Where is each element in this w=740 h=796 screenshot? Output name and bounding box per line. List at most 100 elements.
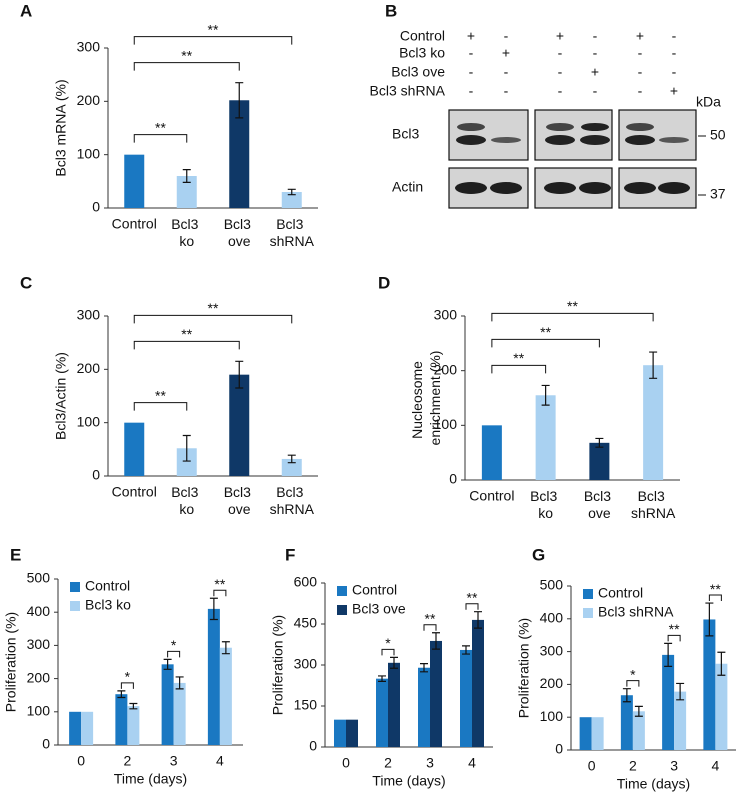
- legend-swatch: [70, 601, 80, 611]
- x-tick-label: Control: [112, 216, 157, 232]
- y-tick-label: 500: [540, 577, 564, 593]
- error-bar: [649, 351, 658, 379]
- bar: [632, 711, 645, 750]
- y-tick-label: 100: [434, 416, 458, 432]
- y-tick-label: 150: [294, 697, 318, 713]
- significance-bracket: [213, 589, 227, 597]
- significance-bracket: [133, 314, 293, 324]
- x-tick-label: 2: [629, 758, 637, 774]
- band: [580, 135, 610, 145]
- band: [658, 182, 690, 194]
- sign: -: [593, 45, 598, 61]
- x-tick-label: 3: [670, 758, 678, 774]
- significance-label: **: [214, 576, 225, 592]
- bar: [472, 619, 484, 747]
- error-bar: [129, 702, 138, 710]
- bar: [176, 176, 197, 208]
- significance-label: *: [385, 635, 391, 651]
- y-axis-label: Proliferation (%): [270, 615, 286, 715]
- significance-label: **: [181, 326, 192, 342]
- significance-label: **: [425, 610, 436, 626]
- sign: -: [469, 83, 474, 99]
- y-tick-label: 400: [27, 603, 51, 619]
- bar: [115, 694, 128, 745]
- condition-label: Bcl3 ove: [391, 64, 445, 80]
- bar: [69, 711, 82, 745]
- x-tick-label: 4: [711, 758, 719, 774]
- condition-label: Bcl3 shRNA: [370, 83, 446, 99]
- bar: [579, 717, 592, 750]
- bar: [346, 719, 358, 747]
- panel-label: G: [532, 545, 545, 564]
- bar: [176, 448, 197, 476]
- significance-label: **: [181, 47, 192, 63]
- y-tick-label: 300: [540, 642, 564, 658]
- bar: [173, 682, 186, 745]
- y-tick-label: 500: [27, 570, 51, 586]
- sign: -: [593, 83, 598, 99]
- error-bar: [634, 705, 643, 717]
- y-tick-label: 100: [540, 708, 564, 724]
- error-bar: [182, 169, 191, 183]
- y-tick-label: 100: [77, 413, 101, 429]
- legend-swatch: [583, 608, 593, 618]
- sign: -: [558, 45, 563, 61]
- error-bar: [235, 82, 244, 119]
- bar: [418, 667, 430, 747]
- y-tick-label: 400: [540, 610, 564, 626]
- significance-label: *: [125, 669, 131, 685]
- x-tick-label: 4: [216, 753, 224, 769]
- y-tick-label: 450: [294, 615, 318, 631]
- error-bar: [287, 188, 296, 196]
- x-tick-label: 2: [123, 753, 131, 769]
- x-tick-label: 3: [170, 753, 178, 769]
- y-tick-label: 200: [434, 361, 458, 377]
- significance-label: *: [630, 666, 636, 682]
- error-bar: [175, 676, 184, 690]
- blot-box: [618, 109, 697, 161]
- error-bar: [209, 597, 218, 621]
- bar: [460, 649, 472, 747]
- x-tick-label: Bcl3 ove: [224, 216, 255, 249]
- blot-box: [448, 109, 529, 161]
- band: [546, 123, 574, 131]
- sign: +: [467, 28, 475, 44]
- error-bar: [705, 602, 714, 637]
- marker-label: 37: [710, 186, 726, 202]
- band-label: Actin: [392, 179, 423, 195]
- sign: -: [558, 64, 563, 80]
- error-bar: [182, 434, 191, 462]
- significance-label: **: [467, 589, 478, 605]
- x-tick-label: Bcl3 shRNA: [631, 488, 676, 521]
- bar: [81, 711, 94, 745]
- bar: [376, 678, 388, 747]
- sign: -: [672, 45, 677, 61]
- legend-label: Bcl3 ove: [352, 601, 406, 617]
- bar: [124, 154, 145, 208]
- error-bar: [420, 663, 428, 673]
- band: [491, 137, 521, 143]
- significance-bracket: [423, 624, 437, 631]
- unit-label: kDa: [696, 94, 721, 110]
- bar: [589, 442, 610, 480]
- y-tick-label: 200: [77, 360, 101, 376]
- y-tick-label: 300: [434, 307, 458, 323]
- significance-label: **: [710, 581, 721, 597]
- band: [579, 182, 611, 194]
- sign: +: [670, 83, 678, 99]
- condition-label: Bcl3 ko: [399, 45, 445, 61]
- legend-label: Control: [352, 582, 397, 598]
- bar: [703, 619, 716, 750]
- error-bar: [235, 360, 244, 389]
- significance-bracket: [381, 648, 395, 656]
- x-tick-label: Bcl3 shRNA: [270, 484, 315, 517]
- sign: +: [636, 28, 644, 44]
- significance-label: **: [669, 621, 680, 637]
- error-bar: [378, 675, 386, 682]
- bar: [620, 695, 633, 750]
- sign: -: [593, 28, 598, 44]
- x-tick-label: 3: [426, 755, 434, 771]
- bar: [481, 425, 502, 480]
- significance-label: **: [208, 300, 219, 316]
- band: [659, 137, 689, 143]
